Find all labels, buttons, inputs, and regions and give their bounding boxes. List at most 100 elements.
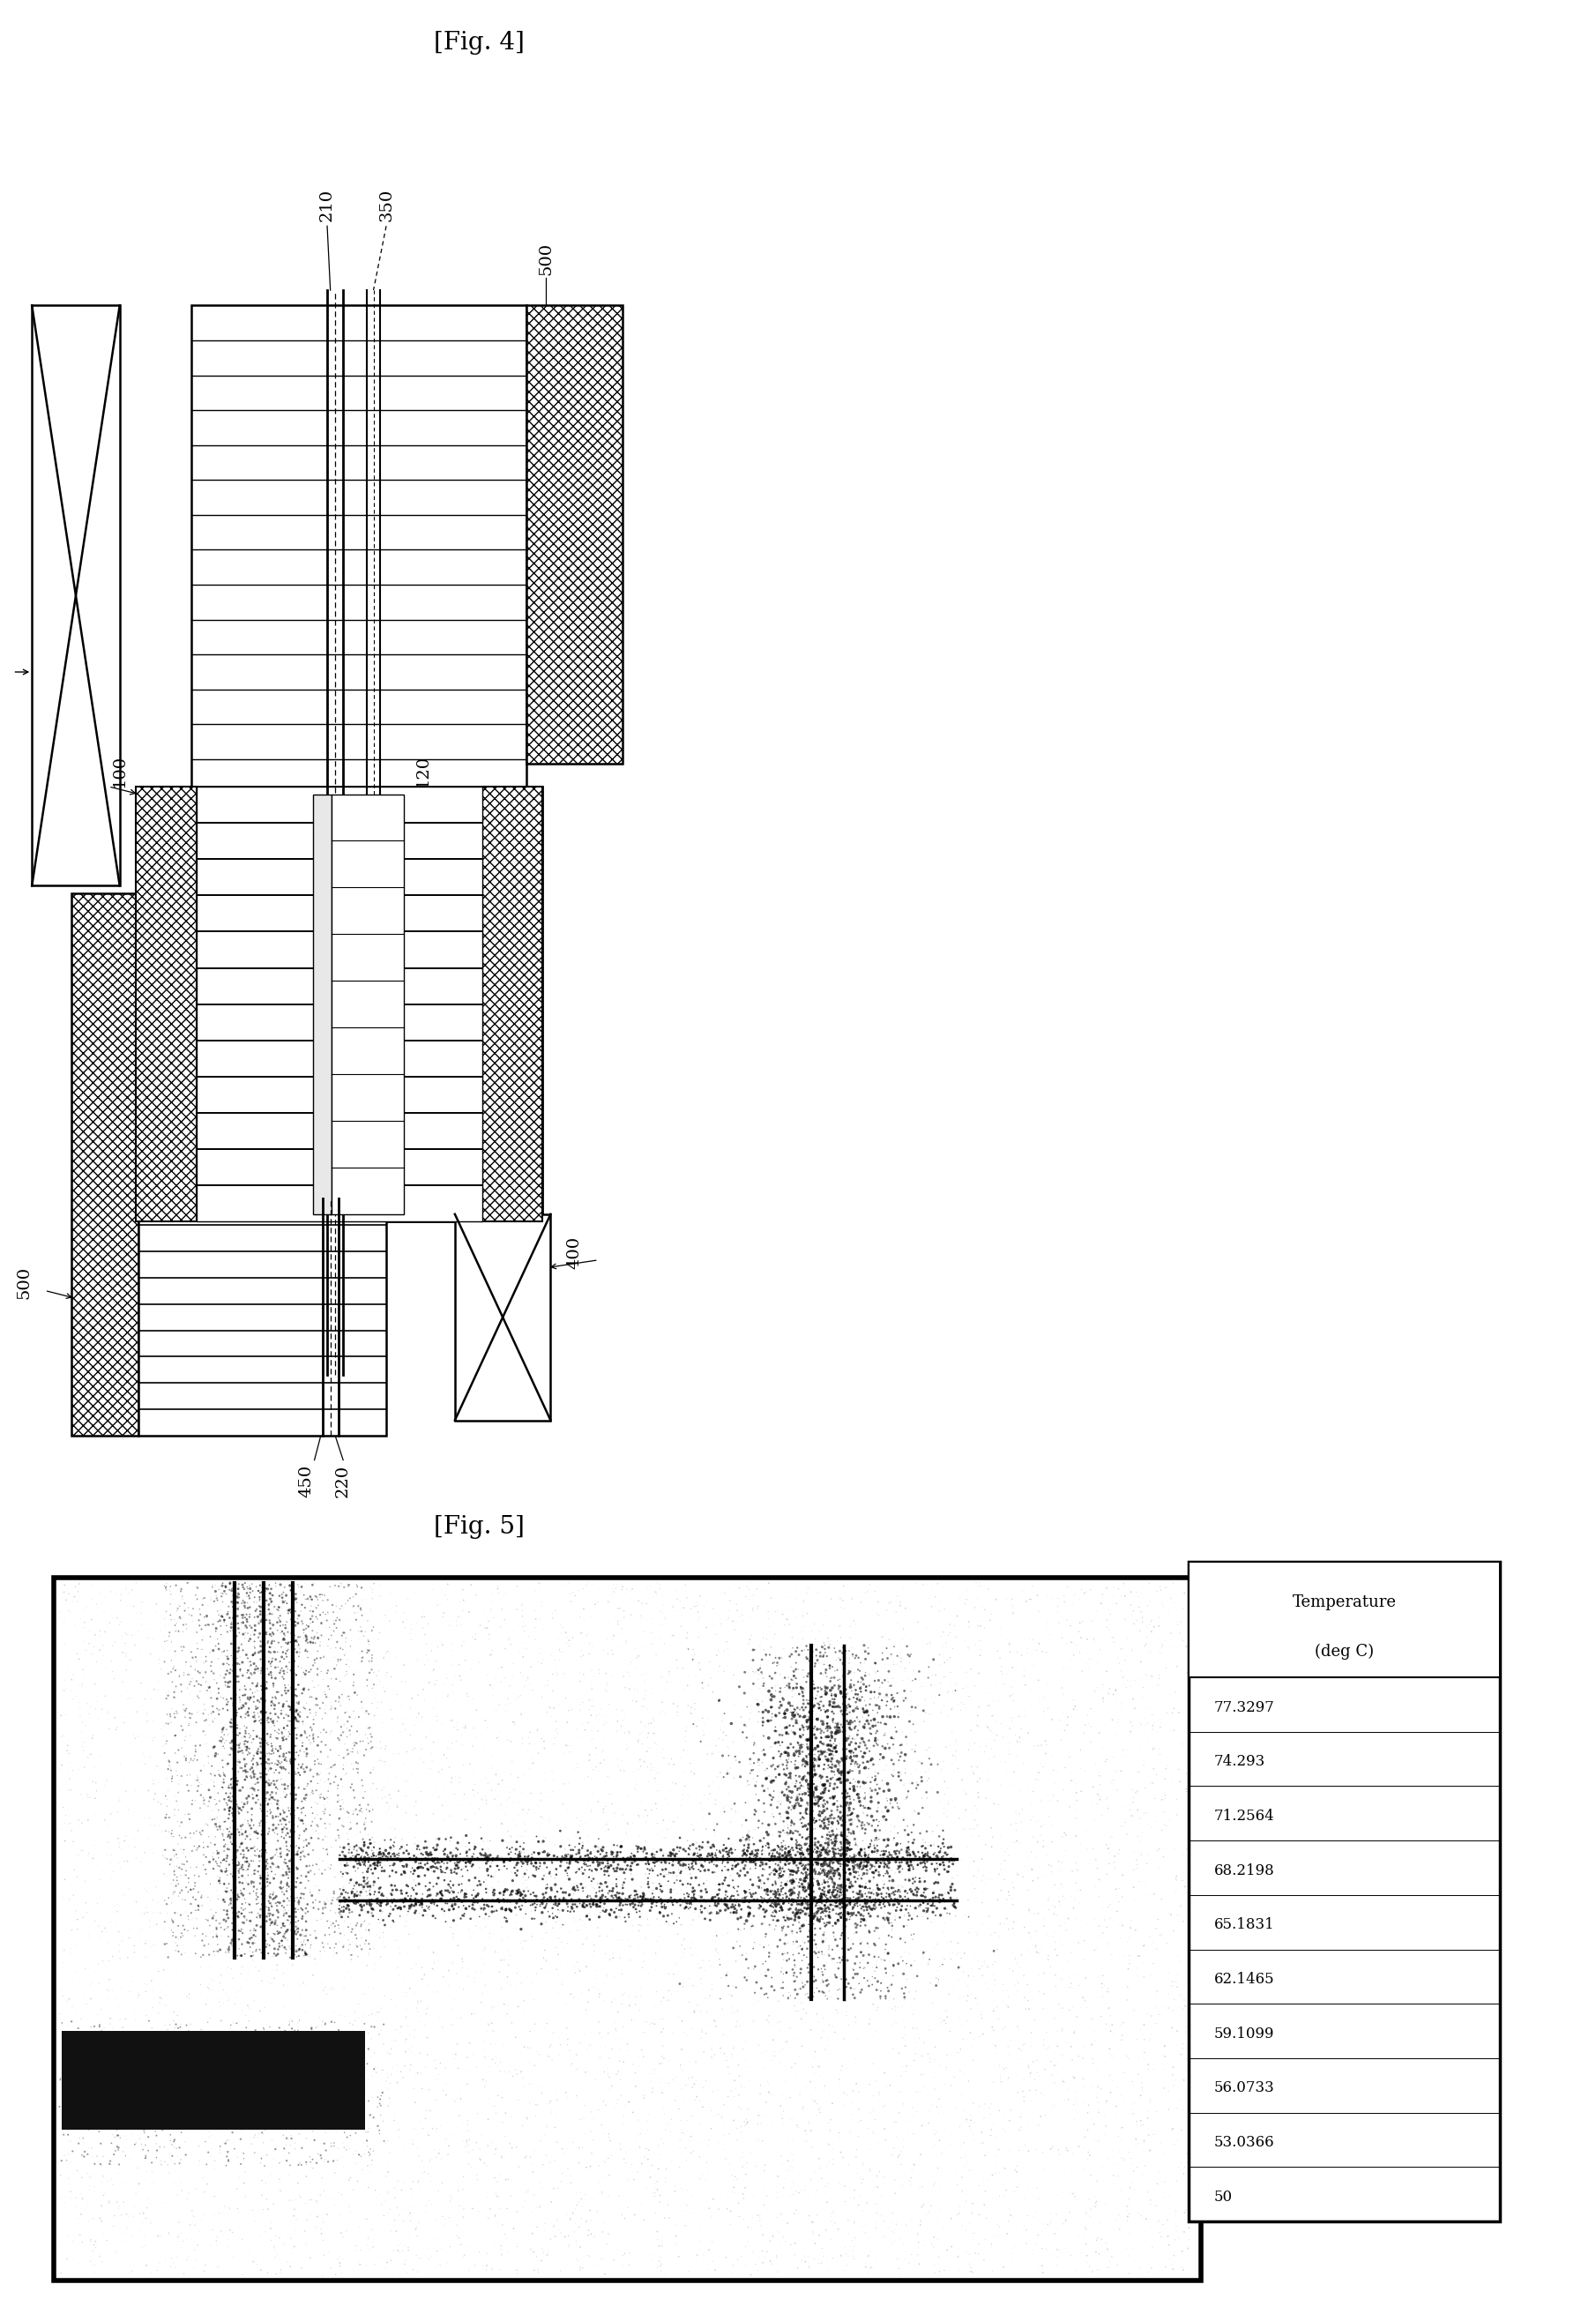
Point [1124, 1948, 1149, 1985]
Point [814, 1708, 839, 1745]
Point [107, 1606, 132, 1643]
Point [225, 1590, 251, 1627]
Point [763, 1893, 788, 1930]
Point [800, 1664, 825, 1701]
Point [287, 1930, 313, 1967]
Point [267, 1858, 292, 1895]
Point [520, 2154, 546, 2191]
Point [811, 1962, 836, 1999]
Point [409, 1884, 434, 1921]
Point [401, 2071, 426, 2108]
Point [348, 2247, 373, 2284]
Point [808, 1682, 833, 1719]
Point [268, 1761, 294, 1798]
Point [335, 1921, 361, 1958]
Point [800, 1847, 825, 1884]
Point [825, 1789, 851, 1826]
Point [772, 1925, 798, 1962]
Point [479, 1773, 504, 1810]
Point [902, 1960, 927, 1997]
Point [551, 1881, 576, 1918]
Point [107, 1745, 132, 1782]
Point [565, 1911, 591, 1948]
Point [849, 1807, 875, 1844]
Point [113, 1680, 139, 1717]
Point [820, 1807, 846, 1844]
Point [246, 1847, 271, 1884]
Point [310, 2022, 335, 2059]
Point [460, 1729, 485, 1766]
Point [742, 2002, 768, 2039]
Point [187, 1601, 212, 1638]
Point [227, 1796, 252, 1833]
Point [552, 1766, 578, 1803]
Point [774, 1708, 800, 1745]
Point [847, 1870, 873, 1907]
Point [340, 2171, 365, 2208]
Point [509, 1659, 535, 1696]
Point [661, 1685, 686, 1722]
Point [531, 1858, 557, 1895]
Point [725, 1877, 750, 1914]
Point [999, 1863, 1025, 1900]
Point [222, 1775, 247, 1812]
Point [694, 1583, 720, 1620]
Point [287, 1733, 313, 1770]
Point [819, 1851, 844, 1888]
Point [543, 1904, 568, 1941]
Point [263, 1798, 289, 1835]
Point [1096, 1611, 1122, 1648]
Point [795, 1722, 820, 1759]
Point [276, 1666, 302, 1703]
Point [715, 1891, 741, 1928]
Point [185, 1694, 211, 1731]
Point [666, 1687, 691, 1724]
Point [546, 1891, 571, 1928]
Point [1157, 1955, 1183, 1992]
Point [836, 1884, 862, 1921]
Point [254, 1745, 279, 1782]
Point [231, 1590, 257, 1627]
Point [150, 1717, 176, 1754]
Point [70, 1724, 96, 1761]
Point [646, 2046, 672, 2083]
Point [637, 1615, 662, 1652]
Point [350, 1835, 375, 1872]
Point [265, 1784, 290, 1821]
Point [500, 2057, 525, 2094]
Point [375, 2194, 401, 2231]
Point [528, 1805, 554, 1842]
Point [439, 1624, 464, 1661]
Point [935, 1999, 961, 2036]
Point [1060, 1698, 1085, 1736]
Point [844, 1955, 870, 1992]
Point [747, 1627, 772, 1664]
Point [519, 2231, 544, 2268]
Point [790, 1685, 816, 1722]
Point [996, 2189, 1021, 2226]
Point [251, 1631, 276, 1668]
Point [804, 1897, 830, 1935]
Point [846, 2187, 871, 2224]
Point [713, 1830, 739, 1867]
Point [346, 1985, 372, 2022]
Point [531, 1879, 557, 1916]
Point [300, 1773, 326, 1810]
Point [674, 1849, 699, 1886]
Point [504, 1687, 530, 1724]
Point [800, 1733, 825, 1770]
Point [286, 1800, 311, 1837]
Point [480, 1840, 506, 1877]
Point [726, 1569, 752, 1606]
Point [595, 1844, 621, 1881]
Point [811, 1955, 836, 1992]
Point [423, 1849, 448, 1886]
Point [919, 1571, 945, 1608]
Point [884, 1826, 910, 1863]
Point [201, 1729, 227, 1766]
Point [222, 1985, 247, 2022]
Point [128, 2120, 153, 2157]
Point [324, 1789, 350, 1826]
Point [755, 1749, 780, 1786]
Point [554, 1837, 579, 1874]
